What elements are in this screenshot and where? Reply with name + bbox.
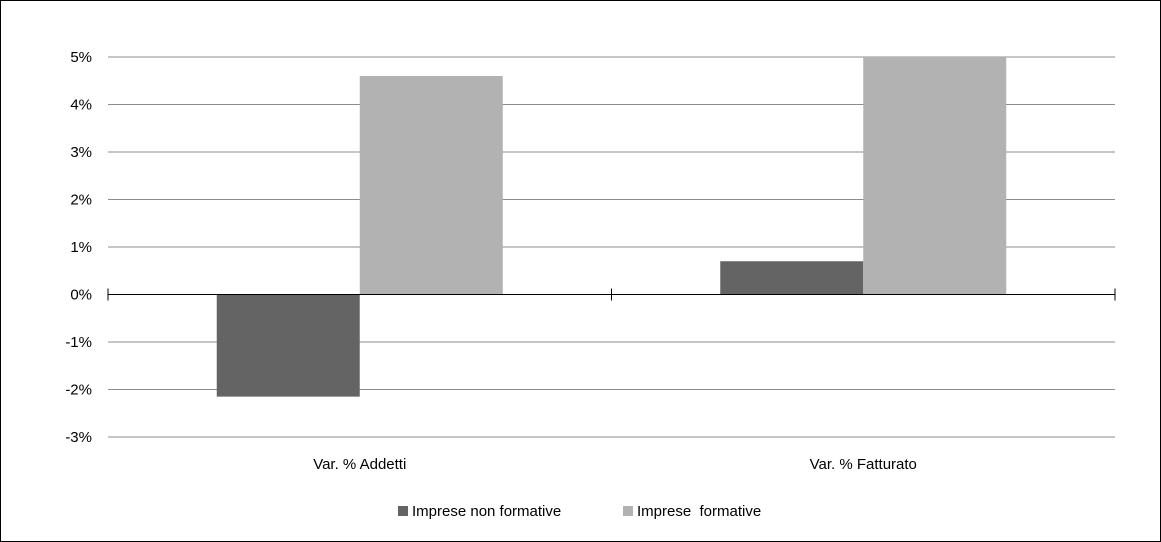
legend-label: Imprese non formative <box>412 503 561 520</box>
y-tick-label: 2% <box>70 192 92 209</box>
y-tick-label: 0% <box>70 287 92 304</box>
bars <box>216 57 1007 397</box>
y-tick-label: -2% <box>65 382 92 399</box>
y-tick-label: 4% <box>70 97 92 114</box>
bar-formative-1 <box>863 57 1007 295</box>
y-tick-label: -1% <box>65 334 92 351</box>
y-tick-label: 5% <box>70 49 92 66</box>
legend: Imprese non formative Imprese formative <box>398 503 761 520</box>
bar-formative-0 <box>359 76 503 295</box>
bar-non-formative-1 <box>720 261 864 295</box>
legend-label: Imprese formative <box>637 503 761 520</box>
legend-swatch-formative <box>623 506 633 516</box>
bar-non-formative-0 <box>216 294 360 397</box>
legend-swatch-non-formative <box>398 506 408 516</box>
y-tick-label: -3% <box>65 429 92 446</box>
x-category-labels: Var. % Addetti Var. % Fatturato <box>313 456 917 473</box>
y-tick-label: 1% <box>70 239 92 256</box>
y-tick-labels: 5% 4% 3% 2% 1% 0% -1% -2% -3% <box>65 49 92 446</box>
y-tick-label: 3% <box>70 144 92 161</box>
x-category-label: Var. % Addetti <box>313 456 406 473</box>
x-category-label: Var. % Fatturato <box>810 456 917 473</box>
x-axis <box>107 288 1116 301</box>
